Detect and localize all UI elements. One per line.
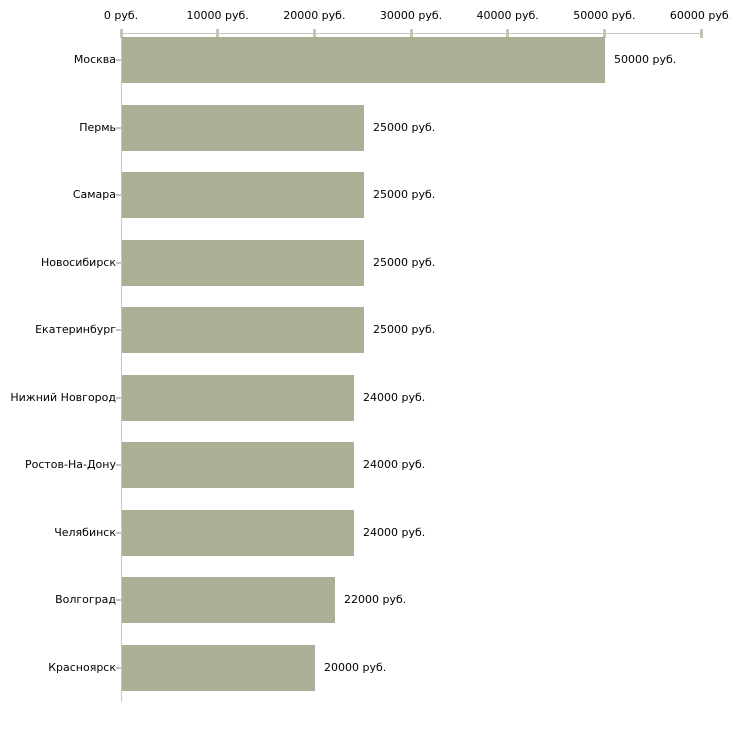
category-label: Волгоград [55,593,116,606]
bar [122,105,364,151]
value-label: 22000 руб. [344,593,407,606]
value-label: 25000 руб. [373,188,436,201]
value-label: 24000 руб. [363,526,426,539]
category-label: Москва [73,53,116,66]
x-axis-tick [602,29,606,38]
x-axis-tick-label: 30000 руб. [379,9,443,22]
y-axis-tick [116,194,121,196]
category-label: Екатеринбург [35,323,116,336]
category-label: Ростов-На-Дону [24,458,116,471]
bar [122,442,354,488]
category-label: Новосибирск [40,256,116,269]
value-label: 50000 руб. [614,53,677,66]
y-axis-tick [116,127,121,129]
bar [122,577,335,623]
x-axis-tick-label: 20000 руб. [283,9,346,22]
x-axis-tick-label: 10000 руб. [186,9,249,22]
value-label: 24000 руб. [363,458,426,471]
bar [122,510,354,556]
y-axis-tick [116,532,121,534]
value-label: 25000 руб. [373,256,436,269]
category-label: Красноярск [48,661,116,674]
y-axis-tick [116,667,121,669]
y-axis-tick [116,397,121,399]
value-label: 25000 руб. [373,121,436,134]
value-label: 24000 руб. [363,391,426,404]
y-axis-tick [116,262,121,264]
bar [122,645,315,691]
x-axis-tick [699,29,703,38]
category-label: Пермь [79,121,116,134]
category-label: Челябинск [54,526,116,539]
x-axis-tick-label: 40000 руб. [476,9,539,22]
y-axis-tick [116,329,121,331]
value-label: 20000 руб. [324,661,387,674]
bar [122,172,364,218]
bar [122,375,354,421]
category-label: Самара [72,188,116,201]
value-label: 25000 руб. [373,323,436,336]
x-axis-tick-label: 50000 руб. [573,9,636,22]
category-label: Нижний Новгород [10,391,116,404]
x-axis-tick-label: 60000 руб. [669,9,730,22]
bar [122,240,364,286]
bar [122,307,364,353]
x-axis-tick-label: 0 руб. [103,9,139,22]
bar [122,37,605,83]
x-axis-tick [312,29,316,38]
y-axis-tick [116,59,121,61]
x-axis-tick [119,29,123,38]
y-axis-tick [116,464,121,466]
x-axis-tick [506,29,510,38]
x-axis-tick [409,29,413,38]
y-axis-tick [116,599,121,601]
y-axis-line [121,33,122,702]
x-axis-tick [216,29,220,38]
